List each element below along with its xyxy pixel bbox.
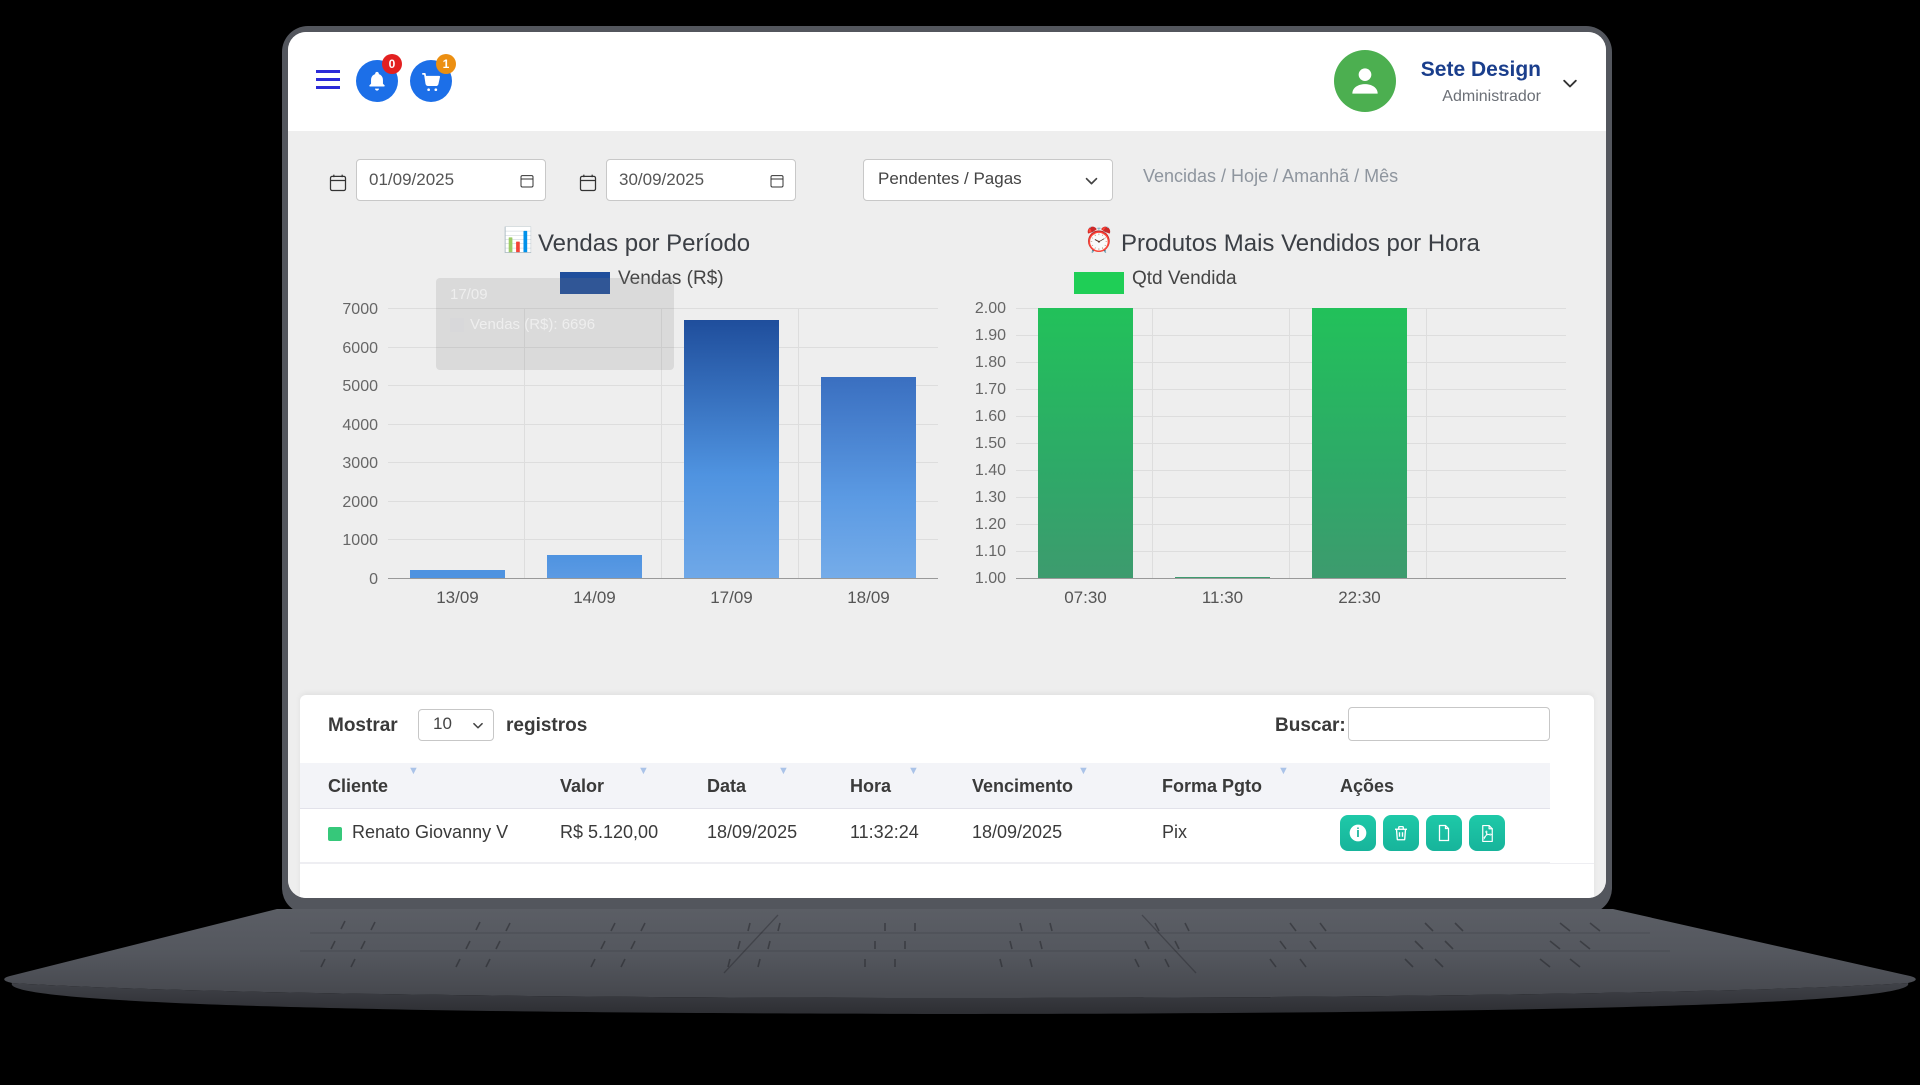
svg-text:i: i (1356, 826, 1359, 840)
